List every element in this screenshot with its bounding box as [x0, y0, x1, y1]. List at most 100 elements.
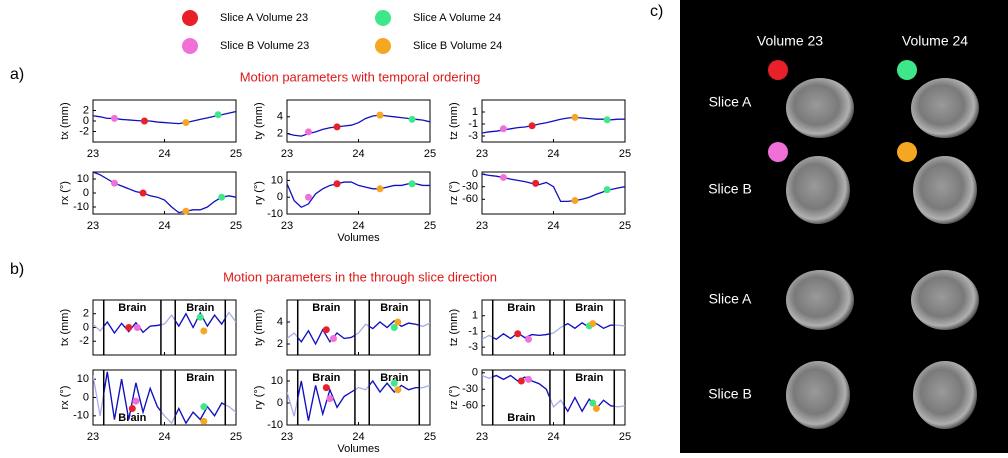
- y-tick-label: -30: [462, 383, 478, 395]
- plot-frame: [93, 300, 236, 355]
- y-tick-label: -2: [79, 125, 89, 137]
- slice-marker: [200, 403, 207, 410]
- plot-frame: [287, 300, 430, 355]
- image-marker: [768, 142, 788, 162]
- x-tick-label: 23: [87, 220, 99, 232]
- slice-marker: [218, 194, 225, 201]
- region-label: Brain: [118, 302, 146, 314]
- panel-label: c): [650, 3, 663, 20]
- slice-marker: [215, 111, 222, 118]
- y-tick-label: -10: [73, 201, 89, 213]
- x-tick-label: 25: [619, 220, 631, 232]
- y-tick-label: 0: [277, 191, 283, 203]
- x-tick-label: 25: [619, 431, 631, 443]
- column-label: Volume 24: [902, 33, 968, 49]
- x-tick-label: 24: [547, 220, 559, 232]
- slice-marker: [525, 336, 532, 343]
- slice-marker: [200, 418, 207, 425]
- plot-frame: [287, 100, 430, 142]
- slice-marker: [525, 376, 532, 383]
- y-tick-label: -3: [468, 130, 478, 142]
- row-label: Slice B: [708, 386, 752, 402]
- y-tick-label: 0: [277, 397, 283, 409]
- image-marker: [897, 60, 917, 80]
- x-tick-label: 25: [619, 148, 631, 160]
- y-tick-label: 10: [77, 373, 89, 385]
- image-marker: [897, 142, 917, 162]
- legend-label: Slice B Volume 24: [413, 40, 502, 52]
- figure: a) b) c) Motion parameters with temporal…: [0, 0, 1008, 453]
- slice-marker: [132, 398, 139, 405]
- brain-slice: [786, 78, 854, 138]
- y-tick-label: 2: [83, 308, 89, 320]
- slice-marker: [134, 324, 141, 331]
- x-axis-label: Volumes: [337, 232, 380, 244]
- slice-marker: [593, 405, 600, 412]
- y-axis-label: ry (°): [253, 386, 265, 410]
- slice-marker: [141, 118, 148, 125]
- x-tick-label: 24: [352, 220, 364, 232]
- subplot: -10010232425ry (°)Volumes: [253, 172, 436, 244]
- x-tick-label: 23: [87, 148, 99, 160]
- y-axis-label: ty (mm): [253, 309, 265, 346]
- slice-marker: [529, 122, 536, 129]
- y-tick-label: -60: [462, 400, 478, 412]
- x-tick-label: 23: [281, 220, 293, 232]
- y-tick-label: 0: [83, 391, 89, 403]
- region-label: Brain: [312, 302, 340, 314]
- y-tick-label: -60: [462, 193, 478, 205]
- slice-marker: [391, 380, 398, 387]
- y-tick-label: 1: [472, 310, 478, 322]
- region-label: Brain: [380, 302, 408, 314]
- slice-marker: [125, 324, 132, 331]
- slice-marker: [323, 326, 330, 333]
- y-tick-label: -1: [468, 118, 478, 130]
- region-label: Brain: [575, 372, 603, 384]
- y-tick-label: 0: [472, 367, 478, 379]
- y-axis-label: tz (mm): [448, 309, 460, 346]
- y-tick-label: 10: [271, 375, 283, 387]
- y-axis-label: ty (mm): [253, 102, 265, 139]
- slice-marker: [604, 186, 611, 193]
- y-tick-label: -1: [468, 325, 478, 337]
- y-tick-label: 10: [271, 174, 283, 186]
- slice-marker: [500, 125, 507, 132]
- group-label-subscript: 1: [697, 37, 706, 55]
- column-label: Volume 23: [757, 33, 823, 49]
- y-tick-label: 0: [83, 115, 89, 127]
- y-tick-label: 4: [277, 316, 283, 328]
- brain-slice: [913, 361, 977, 429]
- slice-marker: [197, 314, 204, 321]
- panel-label: a): [10, 66, 24, 83]
- slice-marker: [140, 190, 147, 197]
- slice-marker: [330, 335, 337, 342]
- region-label: Brain: [312, 372, 340, 384]
- slice-marker: [334, 123, 341, 130]
- y-tick-label: 4: [277, 111, 283, 123]
- y-axis-label: rx (°): [59, 181, 71, 205]
- row-label: Slice A: [709, 291, 752, 307]
- plot-frame: [287, 172, 430, 214]
- slice-marker: [532, 180, 539, 187]
- slice-marker: [518, 378, 525, 385]
- subplot: -60-300232425rz (°)BrainBrain: [448, 367, 631, 443]
- x-tick-label: 24: [158, 148, 170, 160]
- region-label: Brain: [507, 302, 535, 314]
- y-tick-label: -10: [267, 208, 283, 220]
- x-tick-label: 24: [547, 431, 559, 443]
- image-marker: [768, 60, 788, 80]
- slice-marker: [409, 116, 416, 123]
- y-axis-label: rx (°): [59, 386, 71, 410]
- y-tick-label: 2: [277, 338, 283, 350]
- legend-label: Slice B Volume 23: [220, 40, 309, 52]
- x-tick-label: 23: [476, 220, 488, 232]
- x-tick-label: 25: [230, 220, 242, 232]
- slice-marker: [111, 180, 118, 187]
- slice-marker: [182, 208, 189, 215]
